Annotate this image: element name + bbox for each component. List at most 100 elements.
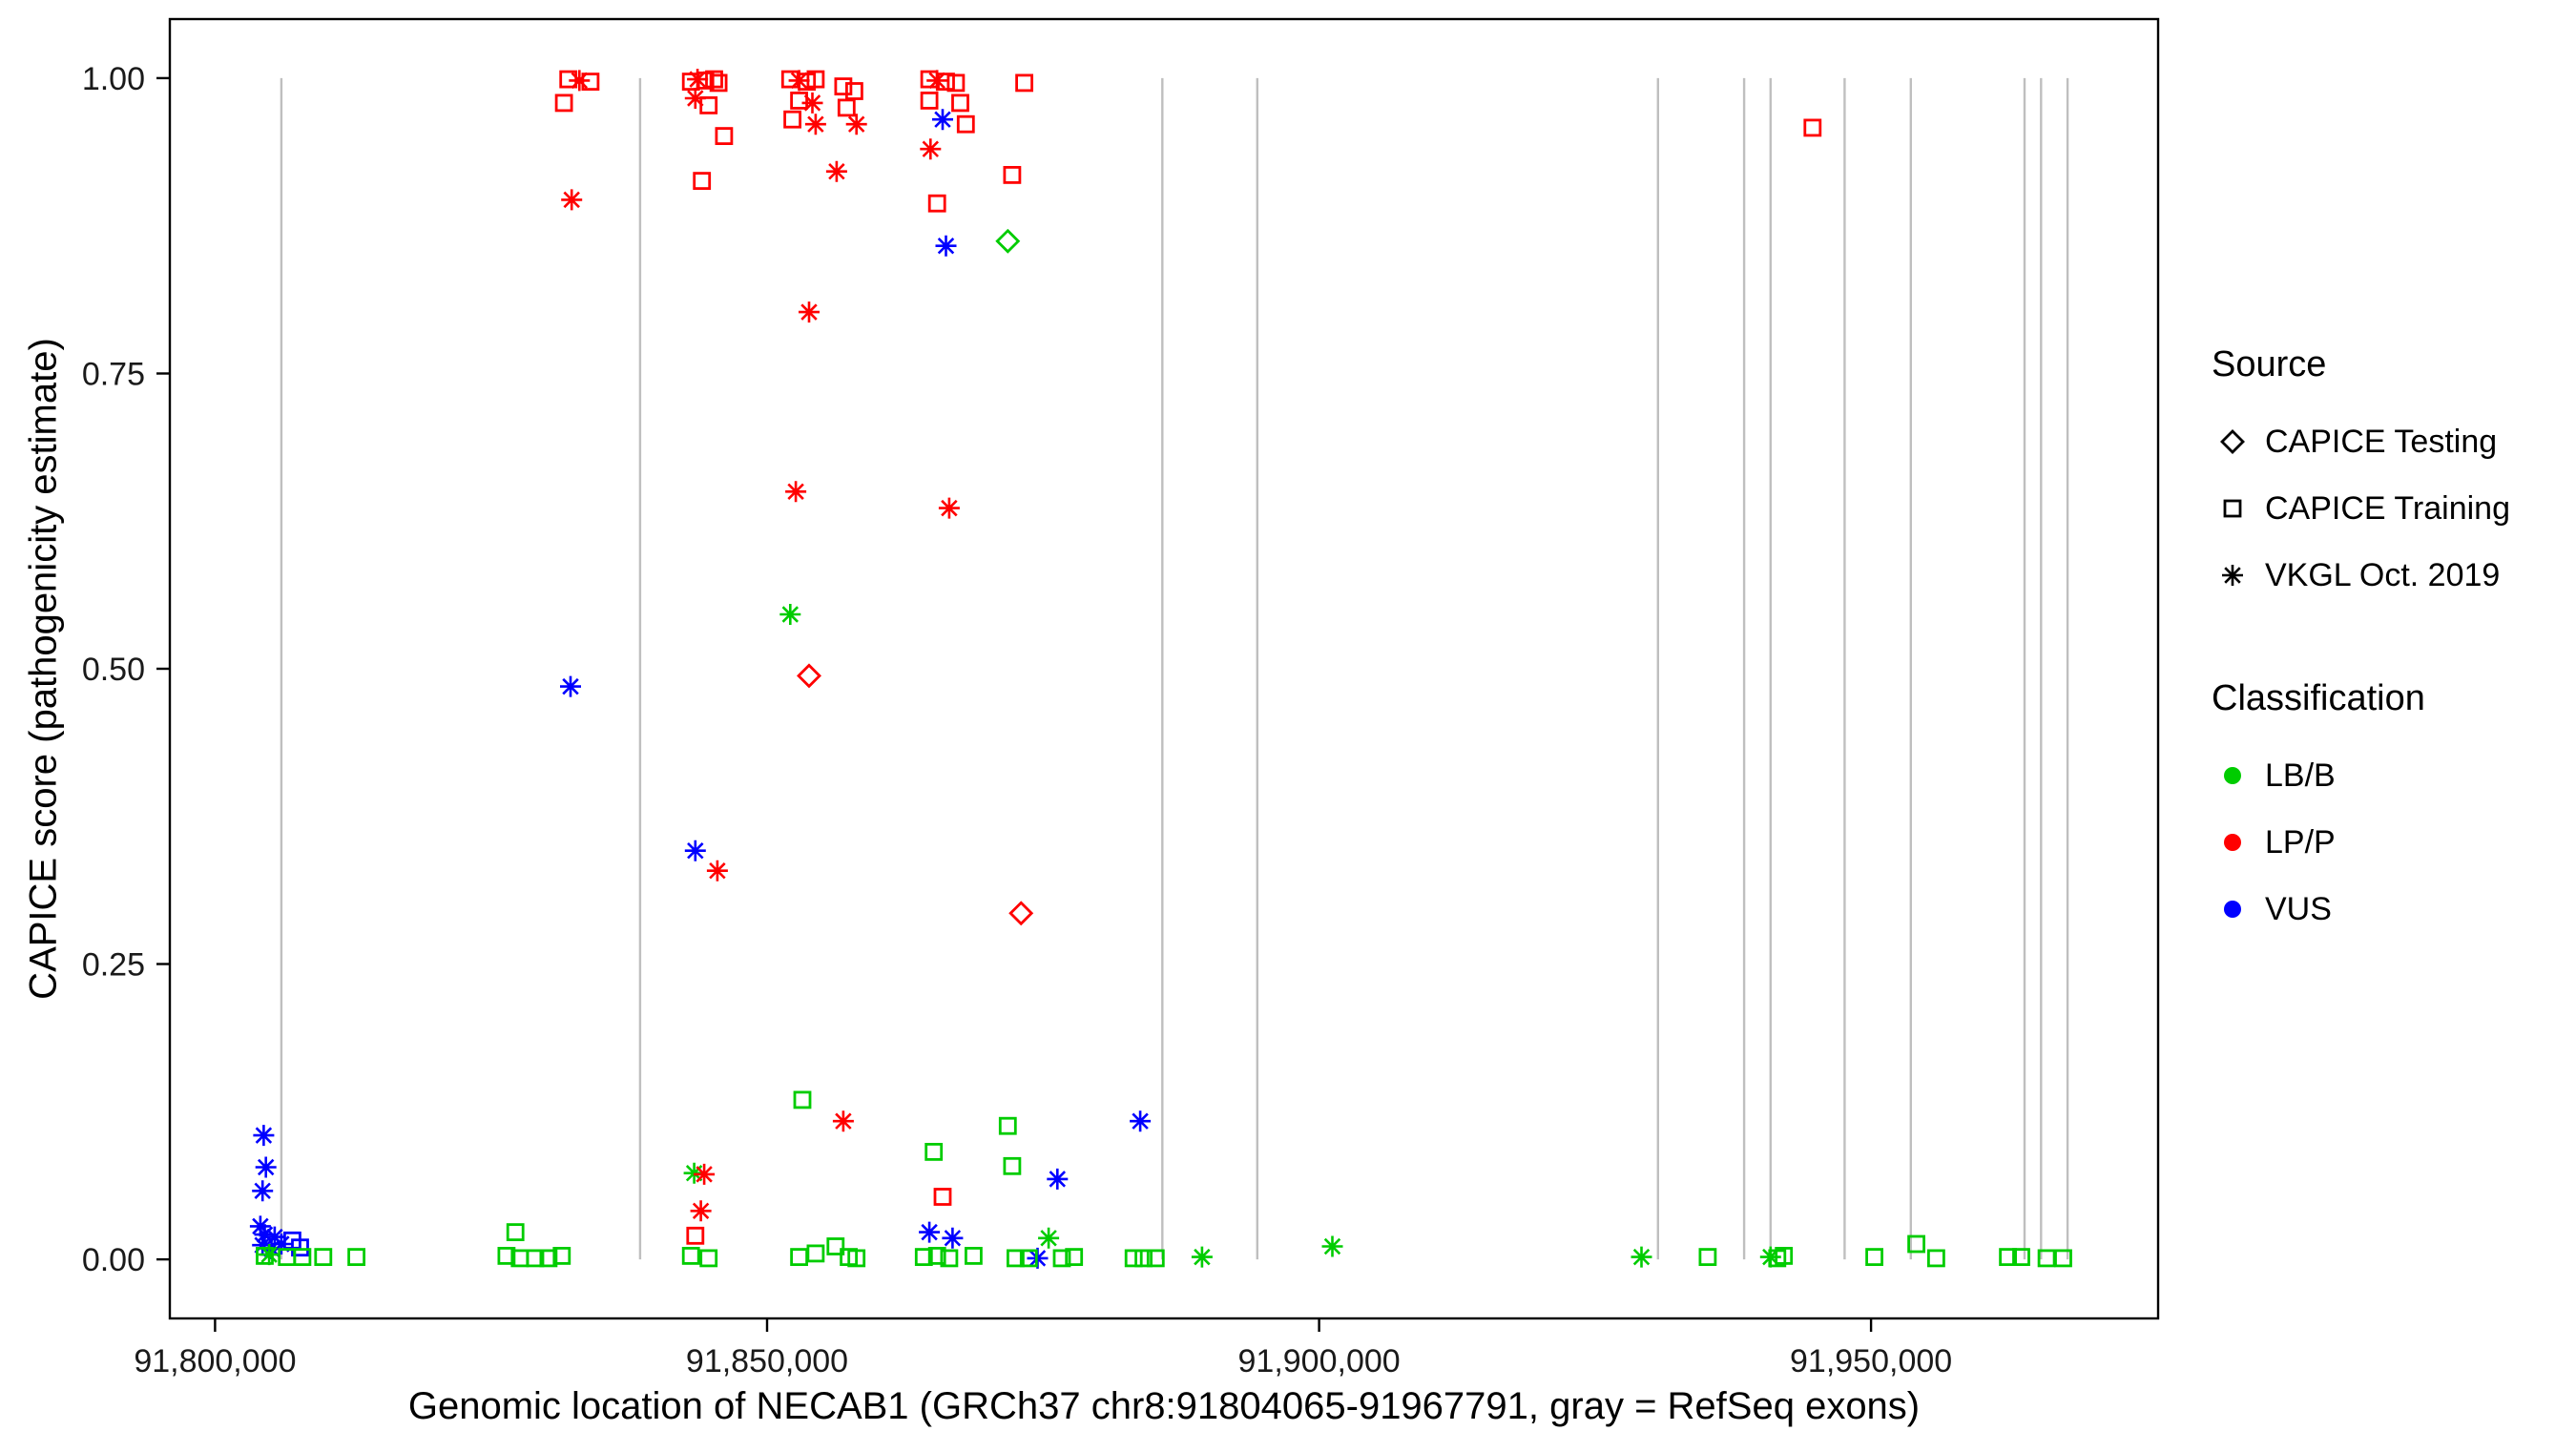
legend-item-capice-testing: CAPICE Testing <box>2212 408 2510 475</box>
x-axis-tick-label: 91,900,000 <box>1238 1343 1401 1379</box>
square-point <box>526 1249 545 1268</box>
square-point <box>539 1249 558 1268</box>
square-point <box>1698 1248 1717 1266</box>
asterisk-point <box>1631 1246 1652 1268</box>
square-point <box>1003 165 1022 184</box>
square-point <box>1019 1249 1038 1268</box>
legend-label-vus: VUS <box>2265 890 2332 927</box>
square-point <box>1134 1249 1153 1268</box>
square-point <box>1775 1247 1794 1265</box>
legend-item-vkgl: VKGL Oct. 2019 <box>2212 542 2510 609</box>
square-point <box>554 93 573 113</box>
square-point <box>965 1247 983 1265</box>
legend-item-vus: VUS <box>2212 876 2510 943</box>
asterisk-point <box>1191 1246 1213 1268</box>
square-point <box>845 82 863 100</box>
diamond-point <box>797 663 821 689</box>
square-point <box>693 172 712 191</box>
asterisk-point <box>920 138 942 160</box>
asterisk-point <box>253 1125 275 1147</box>
square-point <box>1999 1248 2018 1266</box>
asterisk-point <box>832 1110 854 1132</box>
asterisk-point <box>845 114 867 135</box>
square-point <box>1146 1249 1165 1268</box>
asterisk-icon <box>2222 565 2243 586</box>
legend-label-lpp: LP/P <box>2265 823 2336 861</box>
asterisk-point <box>1038 1227 1060 1249</box>
circle-point <box>2224 901 2241 918</box>
square-point <box>920 92 939 110</box>
asterisk-point <box>270 1234 292 1255</box>
legend-label-capice-testing: CAPICE Testing <box>2265 423 2498 460</box>
square-point <box>951 93 969 113</box>
square-point <box>291 1238 309 1257</box>
square-point <box>709 73 728 93</box>
legend-section-gap <box>2212 609 2510 677</box>
legend-label-vkgl: VKGL Oct. 2019 <box>2265 556 2501 593</box>
asterisk-point <box>779 604 801 625</box>
asterisk-point <box>252 1234 274 1256</box>
square-point <box>940 1249 959 1268</box>
asterisk-point <box>706 860 728 881</box>
y-axis-tick-label: 0.00 <box>82 1242 145 1278</box>
asterisk-point <box>569 70 591 92</box>
square-point <box>826 1237 845 1255</box>
asterisk-point <box>254 1224 276 1246</box>
asterisk-point <box>561 189 583 211</box>
asterisk-point <box>935 235 957 257</box>
diamond-point <box>1008 901 1034 926</box>
asterisk-point <box>1047 1168 1069 1190</box>
square-point <box>1015 73 1033 93</box>
square-point <box>1003 1156 1022 1175</box>
asterisk-point <box>259 1244 280 1266</box>
square-point <box>783 110 801 129</box>
asterisk-point <box>252 1180 274 1202</box>
square-point <box>914 1248 933 1266</box>
square-point <box>2012 1248 2030 1266</box>
square-point <box>847 1249 866 1268</box>
square-point <box>699 96 718 114</box>
square-point <box>1865 1248 1883 1266</box>
x-axis-title: Genomic location of NECAB1 (GRCh37 chr8:… <box>407 1385 1921 1427</box>
red-dot-icon <box>2224 834 2241 851</box>
asterisk-point <box>684 840 706 861</box>
legend-item-lbb: LB/B <box>2212 742 2510 809</box>
square-point <box>1052 1249 1071 1268</box>
asterisk-point <box>799 301 820 323</box>
square-point <box>1927 1249 1945 1268</box>
legend-item-lpp: LP/P <box>2212 809 2510 876</box>
y-axis-tick-label: 0.25 <box>82 947 145 984</box>
x-axis-tick-label: 91,950,000 <box>1790 1343 1952 1379</box>
square-point <box>497 1247 516 1265</box>
square-point <box>837 98 856 117</box>
asterisk-point <box>785 481 807 503</box>
y-axis-tick-label: 1.00 <box>82 61 145 97</box>
square-icon <box>2223 499 2242 518</box>
asterisk-point <box>825 160 847 182</box>
square-point <box>1007 1249 1025 1268</box>
square-point <box>506 1223 525 1241</box>
diamond-point <box>995 228 1021 254</box>
legend-item-capice-training: CAPICE Training <box>2212 475 2510 542</box>
asterisk-point <box>938 497 960 519</box>
y-axis-tick-label: 0.75 <box>82 357 145 393</box>
square-point <box>998 1116 1017 1135</box>
legend: Source CAPICE Testing CAPICE Training VK… <box>2212 343 2510 943</box>
square-point <box>552 1247 571 1265</box>
x-axis-tick-label: 91,850,000 <box>686 1343 848 1379</box>
asterisk-point <box>560 675 581 697</box>
square-point <box>790 92 808 110</box>
asterisk-point <box>942 1227 964 1249</box>
diamond-point <box>2220 429 2245 454</box>
square-point <box>790 1248 808 1266</box>
square-point <box>793 1090 812 1110</box>
square-point <box>705 70 723 89</box>
legend-source-title: Source <box>2212 344 2327 384</box>
square-point <box>699 1249 718 1268</box>
asterisk-point <box>684 88 706 109</box>
square-point <box>314 1248 333 1266</box>
square-point <box>1124 1249 1143 1268</box>
square-point <box>293 1248 312 1266</box>
asterisk-point <box>801 92 823 114</box>
